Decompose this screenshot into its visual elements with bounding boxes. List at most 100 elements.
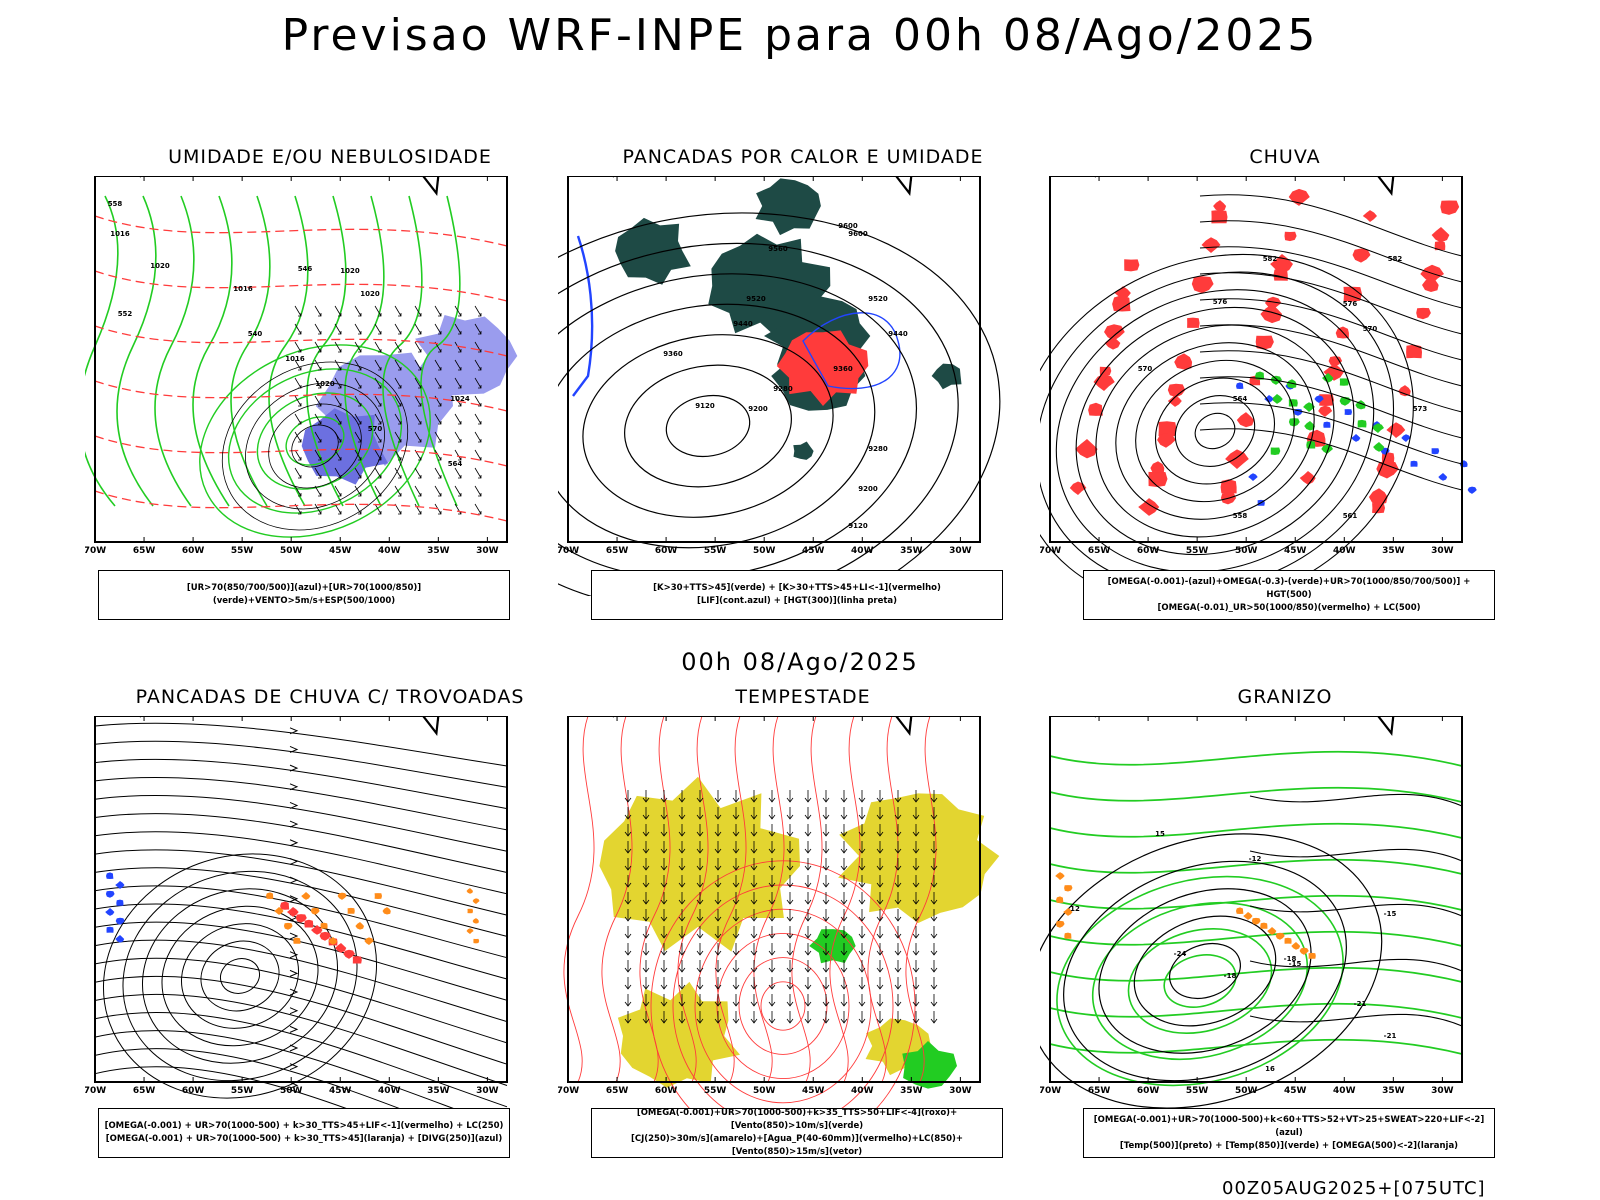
rain-moderate-area (1304, 421, 1315, 431)
wind-vector (822, 841, 830, 854)
wind-vector (840, 790, 848, 803)
streamline (94, 975, 508, 1065)
thickness-contour (94, 380, 508, 412)
wind-arrow (474, 323, 482, 335)
wind-vector (660, 841, 668, 854)
lon-label: 65W (1088, 1086, 1111, 1096)
omega-area (1291, 942, 1301, 950)
wind-vector (678, 892, 686, 905)
contour-label: 1020 (150, 262, 170, 270)
wind-vector (660, 807, 668, 820)
contour-label: 1020 (340, 267, 360, 275)
wind-vector (732, 909, 740, 922)
rain-light-area (1467, 486, 1477, 494)
wind-vector (660, 858, 668, 871)
wind-arrow (294, 323, 302, 335)
wind-vector (840, 977, 848, 990)
rain-area (1434, 241, 1446, 251)
contour-label: 570 (1363, 325, 1378, 333)
wind-vector (714, 858, 722, 871)
wind-vector (858, 1011, 866, 1024)
wind-vector (858, 841, 866, 854)
wind-vector (768, 977, 776, 990)
humidity-low-contour (85, 195, 119, 507)
wind-850-area (902, 1041, 957, 1089)
omega-area (1236, 907, 1244, 914)
divergence-area (105, 908, 115, 916)
temp-500-contour (1133, 915, 1277, 1027)
humidity-upper-area (415, 315, 518, 396)
basemap (568, 176, 913, 197)
wind-vector (714, 807, 722, 820)
height-contour (1199, 272, 1463, 335)
humidity-low-contour (230, 195, 271, 507)
lon-label: 55W (231, 1086, 254, 1096)
wind-arrow (334, 323, 342, 335)
rain-moderate-area (1271, 394, 1283, 404)
wind-vector (894, 875, 902, 888)
wind-vector (642, 994, 650, 1007)
wind-vector (858, 824, 866, 837)
wind-vector (804, 943, 812, 956)
wind-vector (930, 960, 938, 973)
wind-arrow (454, 449, 462, 461)
wind-vector (840, 926, 848, 939)
rain-area (1211, 210, 1228, 224)
wind-vector (822, 875, 830, 888)
rain-area (1088, 402, 1103, 416)
rain-light-area (1248, 473, 1258, 481)
contour-label: 9600 (838, 222, 858, 230)
wind-arrow (454, 467, 462, 479)
wind-vector (804, 994, 812, 1007)
wind-vector (714, 977, 722, 990)
wind-vector (840, 960, 848, 973)
axes: 12S15S18S21S24S27S30S33S36S39S42S70W65W6… (558, 716, 981, 1096)
wind-arrow (314, 305, 322, 317)
wind-arrow (474, 359, 482, 371)
wind-vector (678, 875, 686, 888)
stream-arrow (289, 783, 299, 791)
wind-arrow (314, 503, 322, 515)
wind-vector (660, 1011, 668, 1024)
wind-vector (894, 858, 902, 871)
omega-area (1243, 912, 1253, 920)
contour-label: 9600 (848, 230, 868, 238)
lon-label: 30W (949, 546, 972, 556)
shower-area (374, 893, 382, 899)
wind-vector (732, 977, 740, 990)
wind-arrow (434, 449, 442, 461)
wind-vector (642, 790, 650, 803)
wind-vector (840, 909, 848, 922)
wind-arrow (414, 305, 422, 317)
rain-area (1174, 353, 1193, 370)
omega-area (1267, 927, 1277, 935)
lon-label: 55W (231, 546, 254, 556)
wind-vector (840, 892, 848, 905)
rain-area (1138, 498, 1160, 516)
lon-label: 45W (329, 1086, 352, 1096)
wind-arrow (454, 359, 462, 371)
pressure-contour (268, 403, 362, 489)
lon-label: 40W (851, 546, 874, 556)
rain-area (1368, 488, 1388, 505)
rain-area (1236, 412, 1255, 428)
wind-arrow (414, 413, 422, 425)
divergence-area (106, 926, 114, 933)
wind-vector (750, 1011, 758, 1024)
rain-area (1260, 304, 1283, 324)
rain-light-area (1401, 434, 1411, 442)
rain-moderate-area (1286, 379, 1297, 389)
shower-area (274, 907, 284, 915)
wind-vector (642, 807, 650, 820)
omega-area (1056, 896, 1064, 903)
wind-arrow (454, 341, 462, 353)
thickness-contour (94, 435, 508, 467)
wind-arrow (374, 467, 382, 479)
height-contour (1174, 395, 1256, 467)
wind-arrow (414, 467, 422, 479)
wind-vector (876, 790, 884, 803)
streamline (94, 831, 508, 895)
stream-arrow (289, 820, 299, 828)
wind-vector (750, 875, 758, 888)
wind-arrow (334, 359, 342, 371)
